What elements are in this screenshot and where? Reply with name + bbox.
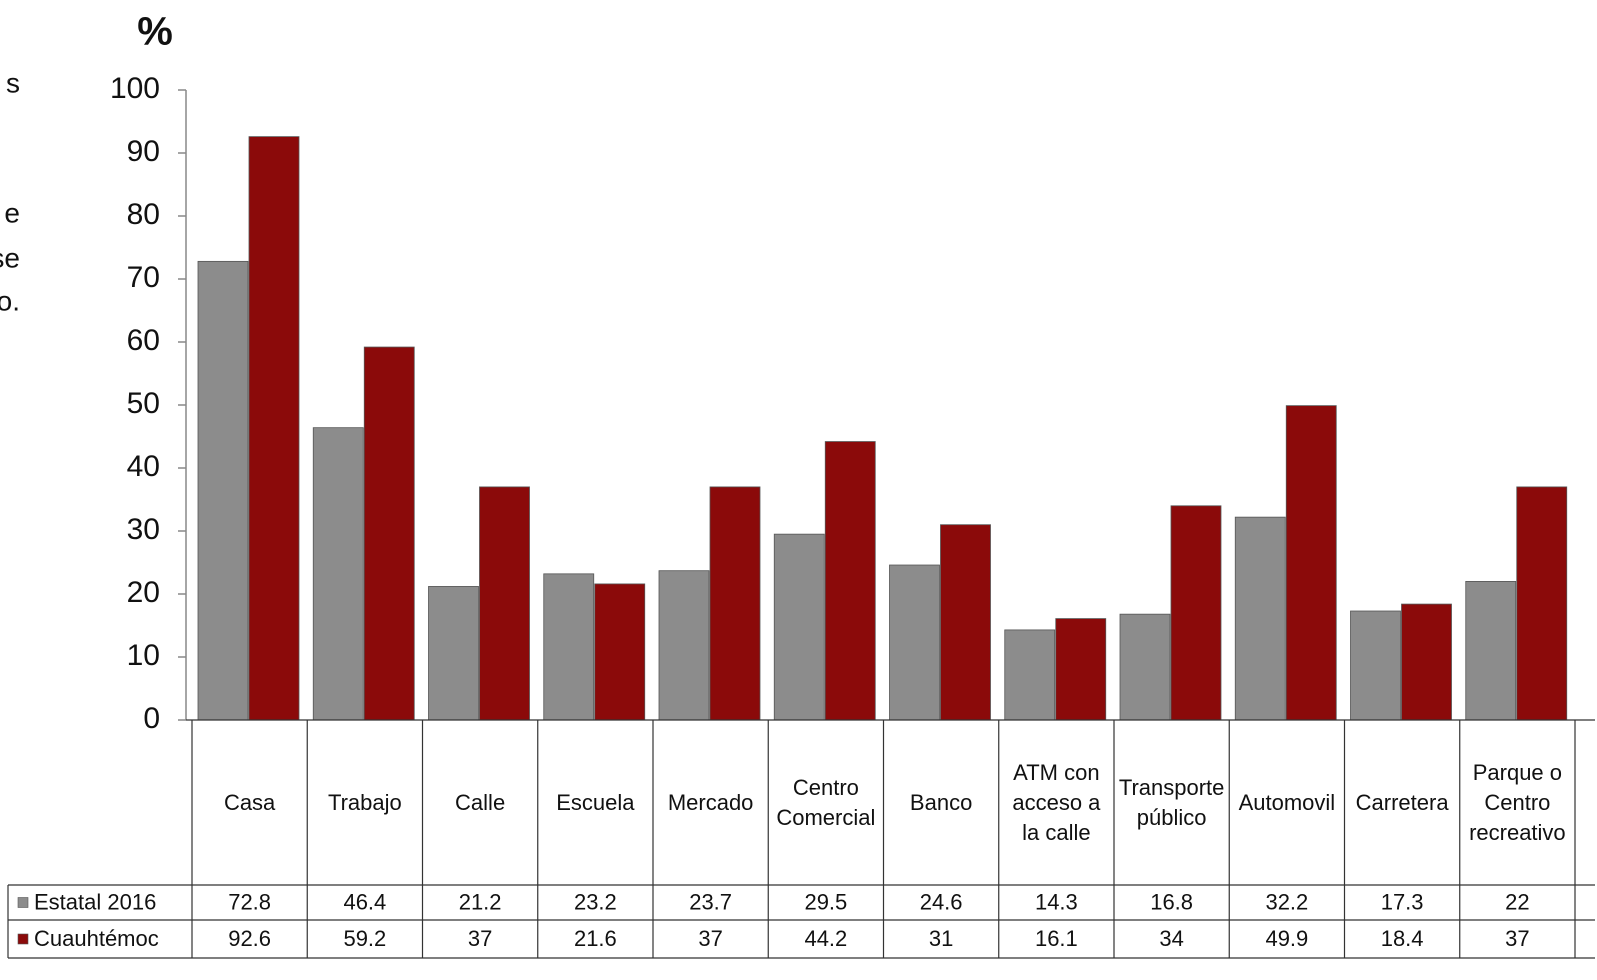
x-tick-label: Automovil	[1238, 789, 1336, 815]
x-tick-label: Banco	[909, 789, 973, 815]
x-tick-label: Calle	[455, 789, 506, 815]
table-value: 17.3	[1381, 889, 1424, 914]
bar	[312, 427, 364, 721]
table-value: 22	[1505, 889, 1529, 914]
y-tick-label: 40	[127, 450, 160, 483]
y-tick-label: 30	[127, 513, 160, 546]
table-value: 23.7	[689, 889, 732, 914]
table-value: 46.4	[343, 889, 386, 914]
y-tick-label: 50	[127, 387, 160, 420]
bar	[940, 524, 991, 721]
x-tick-label: Centro Comercial	[776, 774, 876, 830]
annotation: : se	[0, 242, 20, 273]
table-value: 92.6	[228, 926, 271, 951]
x-tick-label: Transporte público	[1118, 774, 1225, 830]
x-tick-label: Parque o Centro recreativo	[1469, 759, 1566, 845]
bar	[1401, 603, 1452, 721]
x-tick-label: Trabajo	[327, 789, 402, 815]
table-value: 16.1	[1035, 926, 1078, 951]
y-tick-label: 80	[127, 198, 160, 231]
x-tick-label: ATM con acceso a la calle	[1012, 759, 1101, 845]
table-value: 21.2	[459, 889, 502, 914]
table-value: 72.8	[228, 889, 271, 914]
legend-swatch	[17, 897, 29, 908]
bar	[1465, 581, 1517, 721]
bar	[1350, 610, 1401, 721]
table-value: 37	[1505, 926, 1529, 951]
table-value: 18.4	[1381, 926, 1424, 951]
y-axis-label: %	[137, 10, 173, 54]
table-value: 23.2	[574, 889, 617, 914]
legend-label: Cuauhtémoc	[34, 926, 159, 951]
y-tick-label: 0	[143, 702, 160, 735]
x-tick-label: Escuela	[556, 789, 635, 815]
table-value: 59.2	[343, 926, 386, 951]
bar	[479, 486, 530, 721]
y-tick-label: 60	[127, 324, 160, 357]
bar	[428, 586, 479, 721]
x-tick-label: Casa	[223, 789, 276, 815]
x-tick-label: Carretera	[1355, 789, 1449, 815]
table-value: 24.6	[920, 889, 963, 914]
bar	[1055, 618, 1107, 721]
legend-label: Estatal 2016	[34, 889, 156, 914]
annotation: e	[4, 197, 20, 228]
table-value: 29.5	[804, 889, 847, 914]
bar	[709, 486, 761, 721]
y-tick-label: 70	[127, 261, 160, 294]
bar	[248, 136, 300, 721]
y-tick-label: 20	[127, 576, 160, 609]
bar	[1285, 405, 1337, 721]
bar	[1516, 486, 1568, 721]
table-value: 32.2	[1265, 889, 1308, 914]
bar	[658, 570, 710, 721]
table-value: 14.3	[1035, 889, 1078, 914]
bar	[1004, 629, 1056, 721]
table-value: 16.8	[1150, 889, 1193, 914]
table-value: 49.9	[1265, 926, 1308, 951]
bar	[197, 260, 249, 721]
bar	[889, 564, 940, 721]
bar	[824, 441, 876, 721]
bar	[594, 583, 646, 721]
table-value: 21.6	[574, 926, 617, 951]
table-value: 44.2	[804, 926, 847, 951]
table-value: 37	[698, 926, 722, 951]
y-tick-label: 90	[127, 135, 160, 168]
y-tick-label: 100	[110, 72, 160, 105]
legend-swatch	[17, 933, 29, 945]
table-value: 34	[1159, 926, 1183, 951]
table-value: 31	[929, 926, 953, 951]
bar	[543, 573, 595, 721]
bar	[1234, 516, 1286, 721]
bar	[1170, 505, 1222, 721]
y-tick-label: 10	[127, 639, 160, 672]
x-tick-label: Mercado	[667, 789, 754, 815]
annotation: s	[6, 67, 20, 98]
bar	[363, 346, 415, 721]
annotation: o.	[0, 285, 20, 316]
bar	[773, 533, 825, 721]
table-value: 37	[468, 926, 492, 951]
bar	[1119, 613, 1171, 721]
